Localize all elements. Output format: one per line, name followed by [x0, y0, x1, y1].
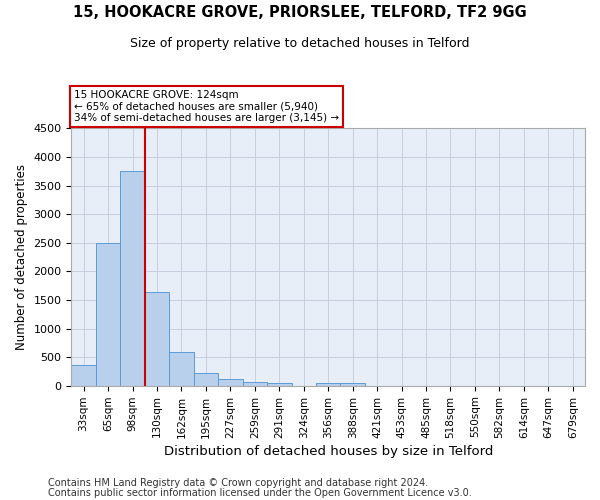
Bar [194, 372, 218, 386]
Bar [218, 380, 242, 386]
Bar [316, 382, 340, 386]
Bar [71, 364, 96, 386]
Text: Contains public sector information licensed under the Open Government Licence v3: Contains public sector information licen… [48, 488, 472, 498]
Bar [145, 292, 169, 386]
Bar [121, 172, 145, 386]
Text: Size of property relative to detached houses in Telford: Size of property relative to detached ho… [130, 38, 470, 51]
Text: Contains HM Land Registry data © Crown copyright and database right 2024.: Contains HM Land Registry data © Crown c… [48, 478, 428, 488]
Bar [267, 382, 292, 386]
Bar [242, 382, 267, 386]
Text: 15, HOOKACRE GROVE, PRIORSLEE, TELFORD, TF2 9GG: 15, HOOKACRE GROVE, PRIORSLEE, TELFORD, … [73, 5, 527, 20]
X-axis label: Distribution of detached houses by size in Telford: Distribution of detached houses by size … [164, 444, 493, 458]
Bar [169, 352, 194, 386]
Text: 15 HOOKACRE GROVE: 124sqm
← 65% of detached houses are smaller (5,940)
34% of se: 15 HOOKACRE GROVE: 124sqm ← 65% of detac… [74, 90, 339, 124]
Bar [96, 243, 121, 386]
Bar [340, 383, 365, 386]
Y-axis label: Number of detached properties: Number of detached properties [15, 164, 28, 350]
